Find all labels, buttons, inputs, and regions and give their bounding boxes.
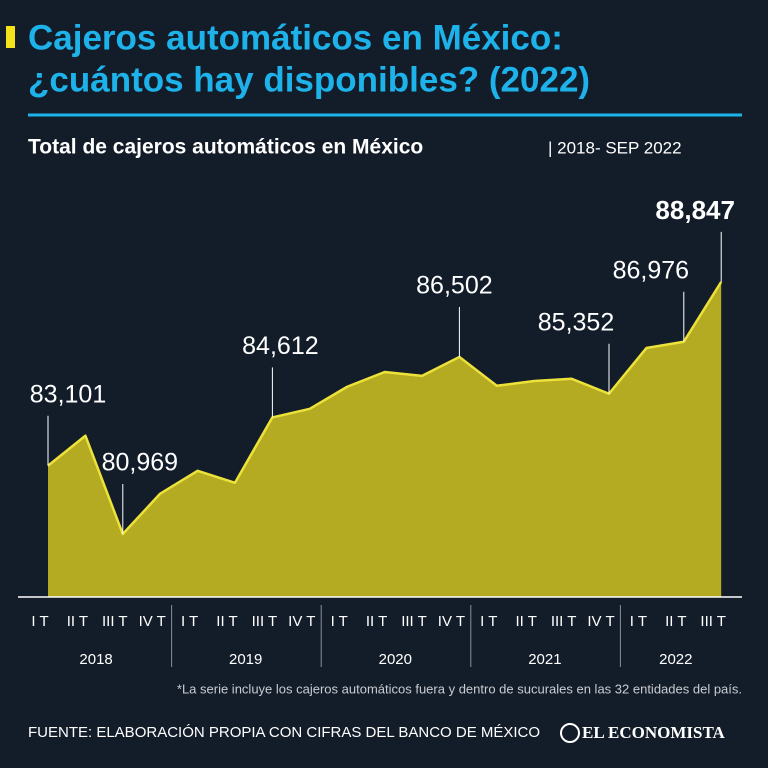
value-label: 86,502: [416, 272, 492, 300]
year-label: 2021: [528, 651, 561, 668]
title-line: Cajeros automáticos en México:: [28, 18, 563, 57]
value-label: 80,969: [102, 449, 178, 477]
brand-logo: [560, 723, 580, 743]
x-tick-label: IV T: [288, 613, 315, 630]
x-tick-label: III T: [401, 613, 427, 630]
x-tick-label: IV T: [139, 613, 166, 630]
chart-subtitle: | 2018- SEP 2022: [548, 138, 682, 157]
source: FUENTE: ELABORACIÓN PROPIA CON CIFRAS DE…: [28, 724, 540, 741]
value-label: 85,352: [538, 308, 614, 336]
x-tick-label: I T: [31, 613, 48, 630]
x-tick-label: III T: [252, 613, 278, 630]
x-tick-label: III T: [551, 613, 577, 630]
title-line: ¿cuántos hay disponibles? (2022): [28, 60, 590, 99]
x-tick-label: IV T: [438, 613, 465, 630]
x-tick-label: I T: [480, 613, 497, 630]
x-tick-label: III T: [700, 613, 726, 630]
x-tick-label: II T: [665, 613, 686, 630]
brand: EL ECONOMISTA: [582, 723, 726, 742]
x-tick-label: I T: [630, 613, 647, 630]
x-tick-label: I T: [181, 613, 198, 630]
chart-title: Total de cajeros automáticos en México: [28, 136, 423, 159]
year-label: 2020: [379, 651, 412, 668]
accent-bar: [6, 26, 15, 48]
x-tick-label: IV T: [587, 613, 614, 630]
x-tick-label: II T: [366, 613, 387, 630]
x-tick-label: II T: [67, 613, 88, 630]
x-tick-label: III T: [102, 613, 128, 630]
value-label: 84,612: [242, 332, 318, 360]
value-label: 88,847: [655, 195, 735, 225]
footnote: *La serie incluye los cajeros automático…: [177, 681, 742, 696]
plot: 83,101 80,969 84,612 86,502 85,352 86,976 88,8…: [18, 195, 742, 668]
year-label: 2019: [229, 651, 262, 668]
year-label: 2022: [659, 651, 692, 668]
value-label: 86,976: [613, 256, 689, 284]
area: [48, 281, 722, 597]
x-tick-label: I T: [331, 613, 348, 630]
year-label: 2018: [79, 651, 112, 668]
x-tick-label: II T: [216, 613, 237, 630]
x-tick-label: II T: [515, 613, 536, 630]
value-label: 83,101: [30, 380, 106, 408]
